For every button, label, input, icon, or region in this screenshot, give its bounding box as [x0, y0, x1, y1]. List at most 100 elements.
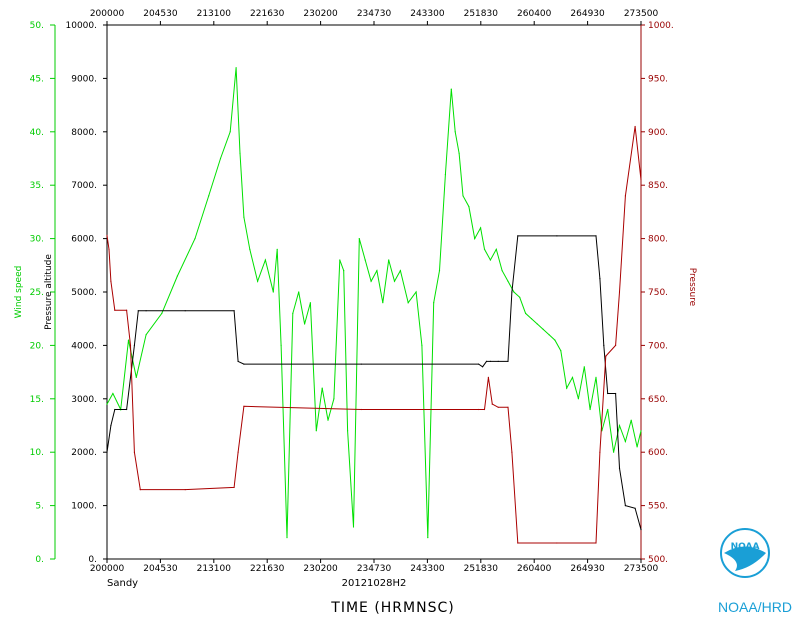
- series-point-altitude: [106, 451, 108, 453]
- series-point-wind: [249, 248, 251, 250]
- altitude-tick-label: 3000.: [71, 395, 97, 405]
- wind-tick-label: 40.: [30, 128, 44, 138]
- series-point-wind: [450, 88, 452, 90]
- x-tick-label-bottom: 251830: [464, 564, 499, 574]
- series-point-altitude: [615, 392, 617, 395]
- series-point-pressure: [478, 408, 480, 411]
- series-point-wind: [462, 195, 464, 197]
- series-point-wind: [208, 195, 210, 197]
- series-point-wind: [636, 446, 638, 448]
- altitude-tick-label: 2000.: [71, 448, 97, 458]
- series-point-altitude: [517, 235, 519, 237]
- series-point-altitude: [110, 424, 112, 427]
- series-point-wind: [474, 238, 476, 240]
- series-point-pressure: [605, 355, 607, 357]
- series-point-wind: [219, 157, 222, 160]
- series-point-wind: [333, 398, 335, 400]
- x-tick-label-top: 221630: [250, 9, 285, 19]
- series-point-wind: [304, 323, 306, 325]
- series-point-wind: [415, 291, 417, 293]
- series-point-pressure: [487, 376, 489, 378]
- series-point-wind: [112, 392, 114, 395]
- series-point-pressure: [517, 542, 519, 544]
- series-point-altitude: [624, 505, 627, 507]
- series-point-wind: [339, 259, 341, 261]
- series-point-pressure: [129, 344, 132, 346]
- series-point-wind: [566, 387, 568, 389]
- series-point-altitude: [360, 363, 362, 365]
- series-point-pressure: [497, 406, 499, 408]
- series-point-wind: [458, 152, 460, 154]
- wind-tick-label: 25.: [30, 288, 44, 298]
- series-point-pressure: [599, 451, 601, 453]
- pressure-tick-label: 650.: [648, 395, 668, 405]
- series-point-altitude: [114, 408, 116, 411]
- pressure-tick-label: 750.: [648, 288, 668, 298]
- series-point-pressure: [139, 489, 141, 491]
- series-point-wind: [407, 302, 409, 304]
- series-point-wind: [501, 270, 503, 272]
- series-point-wind: [239, 152, 241, 154]
- series-point-altitude: [595, 235, 597, 237]
- series-point-wind: [495, 248, 497, 250]
- series-point-wind: [548, 334, 550, 336]
- x-tick-label-top: 260400: [517, 9, 552, 19]
- wind-tick-label: 35.: [30, 181, 44, 191]
- series-point-pressure: [640, 179, 642, 181]
- series-point-altitude: [233, 310, 235, 312]
- series-point-pressure: [360, 408, 362, 411]
- pressure-tick-label: 600.: [648, 448, 668, 458]
- series-point-wind: [388, 259, 390, 261]
- series-point-wind: [507, 280, 509, 282]
- series-point-altitude: [482, 366, 484, 368]
- series-point-wind: [321, 387, 323, 389]
- series-point-wind: [176, 275, 178, 277]
- series-point-pressure: [491, 403, 493, 405]
- series-point-wind: [427, 537, 429, 539]
- series-point-wind: [554, 339, 556, 341]
- x-tick-label-top: 264930: [570, 9, 605, 19]
- series-point-wind: [292, 312, 294, 314]
- altitude-tick-label: 0.: [88, 555, 97, 565]
- series-point-altitude: [485, 360, 488, 362]
- altitude-tick-label: 9000.: [71, 74, 97, 84]
- series-point-pressure: [133, 451, 135, 453]
- series-point-wind: [393, 280, 396, 282]
- altitude-tick-label: 4000.: [71, 341, 97, 351]
- pressure-tick-label: 900.: [648, 128, 668, 138]
- series-point-altitude: [145, 310, 147, 312]
- series-point-wind: [542, 328, 544, 330]
- series-point-wind: [525, 312, 527, 314]
- series-point-wind: [229, 131, 231, 133]
- altitude-tick-label: 8000.: [71, 128, 97, 138]
- series-point-altitude: [243, 363, 245, 365]
- x-tick-label-bottom: 213100: [197, 564, 232, 574]
- x-tick-label-bottom: 221630: [250, 564, 285, 574]
- series-point-pressure: [615, 344, 617, 346]
- series-point-altitude: [603, 344, 605, 346]
- pressure-tick-label: 850.: [648, 181, 668, 191]
- series-point-wind: [560, 350, 562, 352]
- series-point-pressure: [110, 280, 112, 282]
- series-point-altitude: [137, 310, 139, 312]
- pressure-tick-label: 800.: [648, 235, 668, 245]
- series-point-wind: [194, 238, 196, 240]
- series-point-wind: [399, 270, 401, 272]
- series-point-pressure: [106, 234, 108, 236]
- wind-tick-label: 0.: [35, 555, 44, 565]
- series-point-wind: [444, 173, 446, 176]
- wind-tick-label: 30.: [30, 235, 44, 245]
- series-point-wind: [421, 344, 423, 346]
- series-point-wind: [595, 376, 597, 378]
- series-point-altitude: [184, 310, 186, 312]
- series-point-wind: [589, 408, 591, 411]
- wind-tick-label: 50.: [30, 21, 44, 31]
- series-point-wind: [243, 216, 245, 218]
- altitude-tick-label: 10000.: [66, 21, 98, 31]
- series-point-pressure: [108, 248, 110, 250]
- plot-frame: [106, 24, 642, 560]
- x-tick-label-bottom: 230200: [303, 564, 338, 574]
- series-point-pressure: [618, 291, 621, 293]
- series-point-wind: [618, 424, 621, 427]
- series-point-wind: [352, 526, 355, 528]
